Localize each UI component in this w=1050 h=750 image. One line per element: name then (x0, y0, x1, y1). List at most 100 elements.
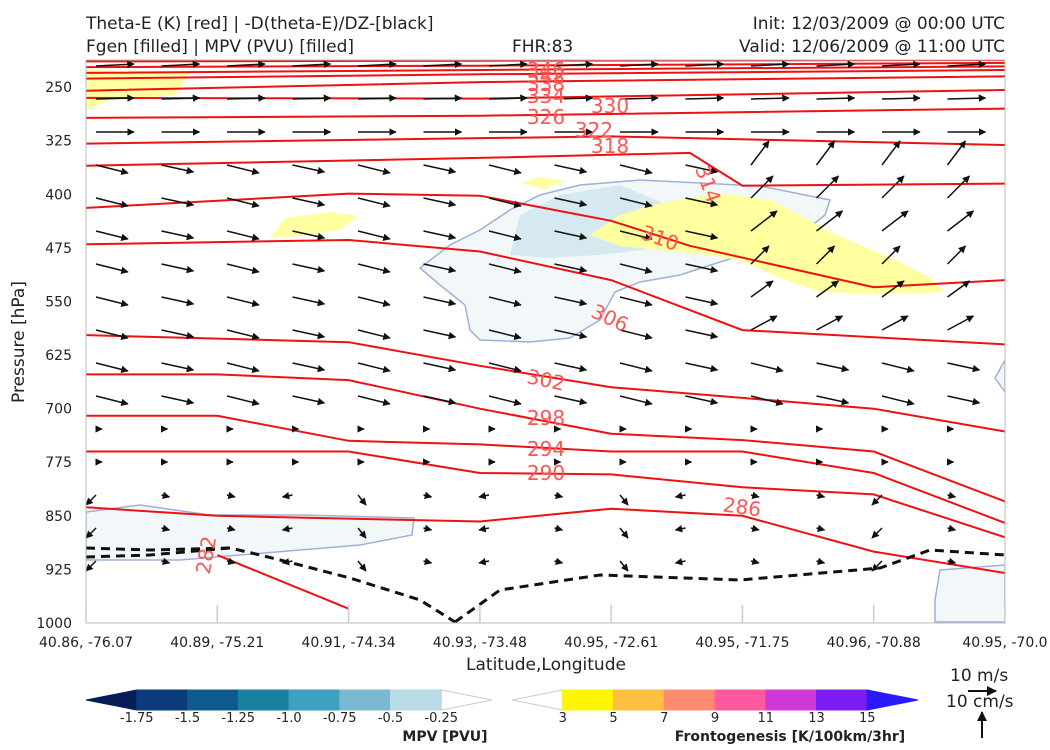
wind-vector (947, 315, 975, 331)
y-tick-label: 1000 (36, 616, 72, 632)
x-tick-label: 40.93, -73.48 (433, 635, 527, 651)
wind-vector (1013, 363, 1045, 371)
wind-vector (947, 491, 957, 500)
wind-vector (161, 230, 195, 241)
colorbar-label: MPV [PVU] (402, 729, 487, 745)
wind-vector (685, 164, 719, 175)
colorbar-tick-label: 9 (711, 711, 719, 726)
wind-vector (554, 60, 594, 69)
wind-vector (554, 296, 588, 307)
wind-vector (226, 164, 260, 176)
y-tick-label: 550 (45, 294, 72, 310)
fgen-region-small (520, 177, 565, 189)
wind-vector (488, 60, 528, 69)
wind-vector (554, 263, 588, 274)
wind-vector (816, 280, 840, 298)
y-tick-label: 925 (45, 562, 72, 578)
colorbar-tick-label: 13 (808, 711, 825, 726)
y-tick-label: 475 (45, 241, 72, 257)
colorbar-tick-label: -1.75 (120, 711, 154, 726)
wind-vector (1013, 316, 1039, 330)
colorbar-swatch (288, 689, 341, 711)
theta-e-label-294: 294 (527, 437, 565, 461)
wind-vector (357, 263, 391, 275)
wind-vector (750, 524, 760, 533)
stability-zero-contour-left2 (86, 546, 231, 559)
wind-vector (554, 395, 588, 406)
wind-vector (881, 245, 901, 265)
wind-vector (86, 560, 97, 572)
wind-vector (1013, 528, 1021, 530)
wind-vector (357, 94, 397, 102)
theta-e-label-334: 334 (527, 84, 565, 108)
wind-vector (619, 230, 653, 242)
wind-vector (423, 395, 457, 406)
wind-vector (816, 362, 850, 373)
wind-vector (750, 210, 778, 232)
forecast-hour: FHR:83 (512, 37, 574, 57)
wind-vector (947, 94, 987, 102)
wind-vector (816, 315, 844, 331)
wind-vector (554, 557, 564, 566)
colorbar-tick-label: -1.0 (276, 711, 301, 726)
wind-vector (1013, 246, 1031, 264)
theta-e-contour-322 (86, 107, 1005, 119)
wind-vector (674, 557, 686, 566)
y-tick-label: 325 (45, 134, 72, 150)
wind-vector (292, 94, 332, 102)
wind-vector (881, 175, 905, 199)
theta-e-contour-326 (86, 89, 1005, 100)
wind-vector (226, 362, 260, 374)
wind-vector (750, 395, 784, 407)
wind-vector (161, 60, 201, 69)
colorbar-tick-label: -1.5 (175, 711, 200, 726)
wind-vector (619, 527, 629, 539)
theta-e-contour-338 (86, 65, 1005, 74)
colorbar-swatch (187, 689, 239, 711)
wind-vector (816, 524, 826, 533)
wind-vector (685, 362, 719, 373)
wind-vector (95, 164, 129, 176)
wind-vector (226, 263, 260, 275)
wind-vector (95, 362, 129, 374)
x-tick-label: 40.95, -72.61 (564, 635, 658, 651)
wind-vector (685, 263, 719, 274)
wind-vector (619, 494, 629, 506)
fgen-region-main (590, 193, 945, 294)
colorbar-swatch (816, 689, 868, 711)
wind-vector (871, 527, 883, 539)
wind-vector (281, 524, 293, 533)
colorbar-tick-label: 11 (757, 711, 774, 726)
x-tick-label: 40.95, -71.75 (695, 635, 789, 651)
wind-vector (95, 60, 135, 69)
x-tick-label: 40.96, -70.88 (827, 635, 921, 651)
wind-vector (619, 560, 629, 572)
wind-vector (816, 94, 856, 102)
colorbar-swatch (237, 689, 290, 711)
wind-vector (226, 524, 236, 533)
wind-vector (554, 164, 588, 175)
wind-vector (816, 60, 856, 69)
wind-vector (750, 362, 784, 374)
theta-e-contour-318 (86, 135, 1005, 146)
theta-e-contour-306 (86, 238, 1005, 346)
valid-time: Valid: 12/06/2009 @ 11:00 UTC (739, 37, 1005, 57)
wind-vector (95, 395, 129, 407)
wind-vector (816, 491, 826, 500)
wind-vector (881, 315, 909, 331)
wind-vector (226, 230, 260, 242)
wind-vector (619, 329, 653, 341)
wind-vector (226, 491, 236, 500)
wind-vector (95, 94, 135, 102)
x-axis-label: Latitude,Longitude (466, 655, 626, 675)
theta-e-label-286: 286 (721, 492, 762, 521)
wind-vector (750, 245, 770, 265)
wind-vector (357, 560, 367, 572)
wind-vector (423, 60, 463, 69)
colorbar-tick-label: -0.25 (424, 711, 458, 726)
x-tick-label: 40.95, -70.0 (962, 635, 1047, 651)
wind-vector (1013, 495, 1021, 497)
theta-e-label-346: 346 (527, 58, 565, 82)
wind-vector (488, 296, 522, 308)
